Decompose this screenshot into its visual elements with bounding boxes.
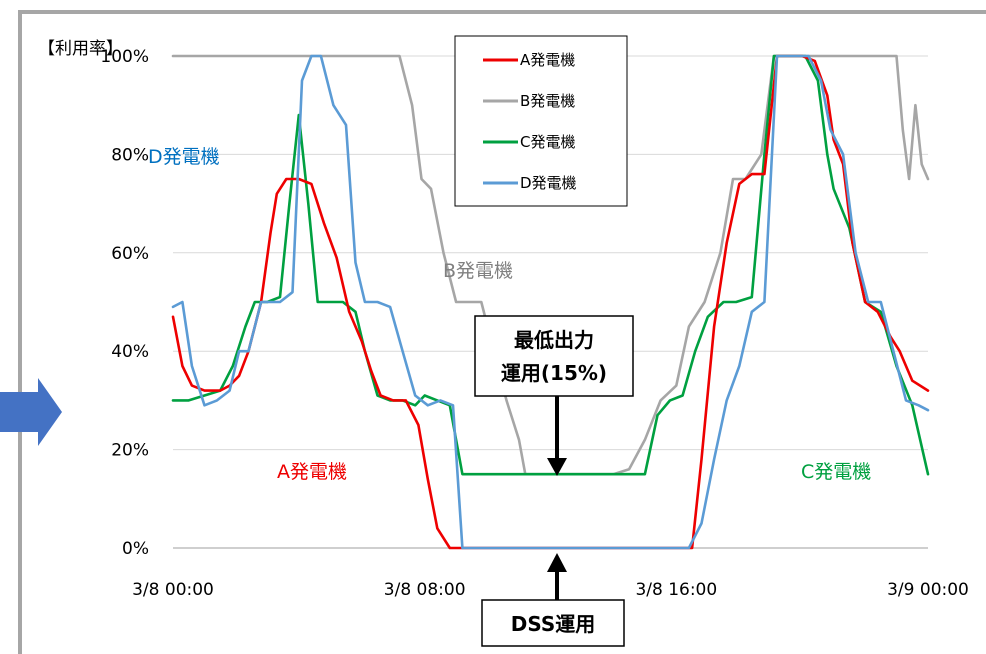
series-lines	[171, 54, 930, 550]
min-output-line2: 運用(15%)	[501, 361, 607, 385]
x-tick-label: 3/9 00:00	[887, 580, 969, 600]
dss-box	[481, 599, 625, 647]
annotation-a: A発電機	[277, 461, 347, 483]
y-tick-label: 60%	[111, 244, 149, 264]
series-line-4	[171, 54, 930, 550]
legend-box	[454, 35, 628, 207]
y-tick-label: 0%	[122, 539, 149, 559]
y-tick-label: 40%	[111, 342, 149, 362]
dss-callout: DSS運用	[481, 553, 625, 647]
chart-frame	[18, 10, 986, 654]
x-tick-labels: 3/8 00:00 3/8 08:00 3/8 16:00 3/9 00:00	[132, 580, 969, 600]
min-output-line1: 最低出力	[514, 328, 594, 352]
legend-label: C発電機	[520, 133, 575, 151]
annotation-d: D発電機	[148, 146, 220, 168]
x-tick-label: 3/8 16:00	[635, 580, 717, 600]
y-tick-label: 20%	[111, 441, 149, 461]
series-line-3	[171, 54, 930, 476]
x-tick-label: 3/8 08:00	[384, 580, 466, 600]
y-tick-label: 100%	[100, 47, 149, 67]
y-axis-label: 【利用率】	[38, 39, 123, 59]
y-tick-label: 80%	[111, 145, 149, 165]
min-output-box	[474, 315, 634, 397]
min-output-callout: 最低出力 運用(15%)	[474, 315, 634, 476]
y-tick-labels: 0% 20% 40% 60% 80% 100%	[100, 47, 149, 559]
legend-label: B発電機	[520, 92, 575, 110]
legend: A発電機 B発電機 C発電機 D発電機	[454, 35, 628, 207]
dss-label: DSS運用	[511, 612, 596, 636]
left-arrow-icon	[0, 378, 62, 446]
series-line-2	[171, 54, 930, 476]
legend-label: D発電機	[520, 174, 577, 192]
annotation-c: C発電機	[801, 461, 871, 483]
up-arrow-icon	[547, 553, 567, 572]
legend-label: A発電機	[520, 51, 575, 69]
x-tick-label: 3/8 00:00	[132, 580, 214, 600]
down-arrow-icon	[547, 458, 567, 476]
annotation-b: B発電機	[443, 260, 513, 282]
